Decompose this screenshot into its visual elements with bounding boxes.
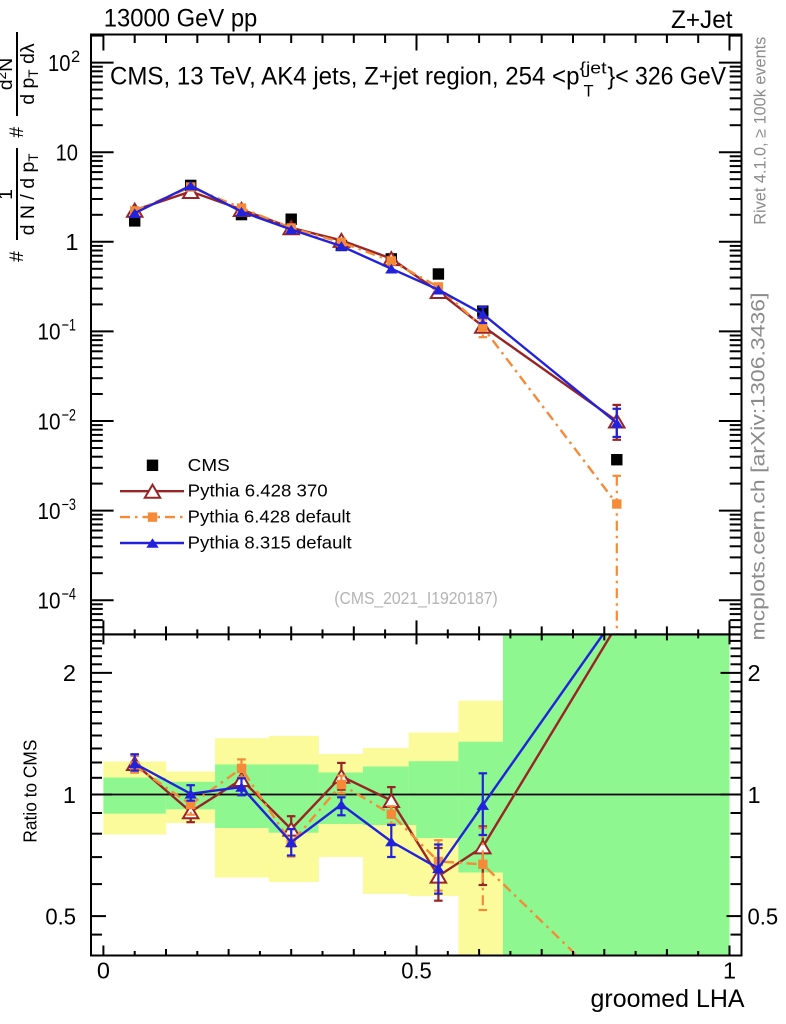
svg-text:10: 10 <box>38 498 61 524</box>
svg-text:2: 2 <box>63 660 76 686</box>
svg-text:10: 10 <box>56 140 78 166</box>
svg-text:CMS: CMS <box>188 455 230 475</box>
svg-text:{jet: {jet <box>580 60 607 78</box>
svg-text:0.5: 0.5 <box>401 958 432 984</box>
svg-text:Pythia 6.428 370: Pythia 6.428 370 <box>188 481 328 501</box>
svg-text:10: 10 <box>38 319 61 345</box>
svg-text:(CMS_2021_I1920187): (CMS_2021_I1920187) <box>334 588 498 608</box>
svg-text:}< 326 GeV: }< 326 GeV <box>608 62 727 90</box>
svg-text:Z+Jet: Z+Jet <box>671 6 733 34</box>
svg-text:CMS, 13 TeV, AK4 jets, Z+jet r: CMS, 13 TeV, AK4 jets, Z+jet region, 254… <box>110 62 580 90</box>
svg-text:13000 GeV pp: 13000 GeV pp <box>104 5 257 33</box>
svg-text:Pythia 6.428 default: Pythia 6.428 default <box>188 507 351 527</box>
svg-text:Rivet 4.1.0, ≥ 100k events: Rivet 4.1.0, ≥ 100k events <box>752 37 770 225</box>
svg-text:−4: −4 <box>62 586 77 604</box>
svg-text:0.5: 0.5 <box>748 903 779 929</box>
svg-text:1: 1 <box>723 958 736 984</box>
svg-text:1: 1 <box>748 782 761 808</box>
svg-text:10: 10 <box>38 588 61 614</box>
svg-text:Ratio to CMS: Ratio to CMS <box>19 740 40 843</box>
svg-text:10: 10 <box>48 50 70 76</box>
svg-text:mcplots.cern.ch [arXiv:1306.34: mcplots.cern.ch [arXiv:1306.3436] <box>749 293 770 641</box>
svg-text:1: 1 <box>63 782 76 808</box>
svg-text:10: 10 <box>38 408 61 434</box>
svg-text:0: 0 <box>97 958 110 984</box>
svg-text:−3: −3 <box>62 496 77 514</box>
svg-text:−2: −2 <box>62 406 77 424</box>
svg-text:0.5: 0.5 <box>45 903 76 929</box>
svg-text:−1: −1 <box>62 317 77 335</box>
svg-text:2: 2 <box>71 48 80 66</box>
svg-text:Pythia 8.315 default: Pythia 8.315 default <box>188 533 352 553</box>
svg-text:T: T <box>584 83 594 101</box>
svg-text:groomed LHA: groomed LHA <box>591 985 745 1013</box>
svg-text:2: 2 <box>748 660 761 686</box>
svg-text:1: 1 <box>65 229 78 255</box>
